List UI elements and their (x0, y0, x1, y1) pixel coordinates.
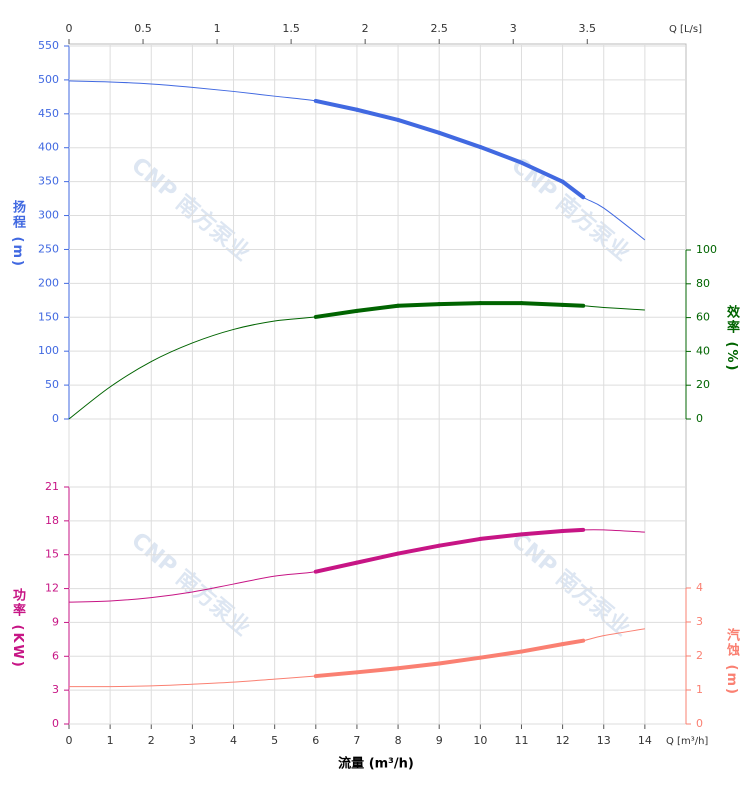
y-tick-label: 150 (38, 310, 59, 323)
x-tick-label: 10 (473, 734, 487, 747)
operating-segment (354, 303, 401, 313)
x2-tick-label: 1 (214, 22, 221, 35)
y-tick-label: 60 (696, 311, 710, 324)
y-tick-label: 3 (52, 683, 59, 696)
y-axis-title: 效率 (%) (724, 305, 739, 373)
x-tick-label: 9 (436, 734, 443, 747)
x-tick-label: 4 (230, 734, 237, 747)
operating-segment (437, 130, 483, 150)
y-tick-label: 450 (38, 107, 59, 120)
x-tick-label: 11 (514, 734, 528, 747)
x2-tick-label: 0.5 (134, 22, 152, 35)
y-tick-label: 40 (696, 344, 710, 357)
operating-segment (313, 308, 359, 319)
y-tick-label: 21 (45, 480, 59, 493)
y-tick-label: 200 (38, 276, 59, 289)
operating-segment (560, 638, 586, 647)
x-tick-label: 8 (395, 734, 402, 747)
x-tick-label: 14 (638, 734, 652, 747)
operating-segment (396, 543, 442, 556)
y-tick-label: 20 (696, 378, 710, 391)
operating-segment (478, 532, 524, 541)
x-axis-title: 流量 (m³/h) (338, 756, 414, 772)
x-tick-label: 7 (353, 734, 360, 747)
y-tick-label: 6 (52, 649, 59, 662)
y-tick-label: 100 (38, 344, 59, 357)
operating-segment (354, 666, 401, 675)
y-tick-label: 0 (52, 412, 59, 425)
y-axis-title: 扬程 (m) (10, 200, 25, 268)
y-tick-label: 18 (45, 514, 59, 527)
operating-segment (437, 655, 483, 666)
y-tick-label: 300 (38, 209, 59, 222)
y-axis-title: 功率 (KW) (10, 588, 25, 669)
x2-tick-label: 1.5 (282, 22, 300, 35)
operating-segment (313, 560, 359, 574)
x-tick-label: 5 (271, 734, 278, 747)
x2-tick-label: 3.5 (579, 22, 597, 35)
x-tick-label: 6 (312, 734, 319, 747)
x2-tick-label: 2 (362, 22, 369, 35)
y-tick-label: 15 (45, 548, 59, 561)
operating-segment (313, 98, 359, 112)
y-tick-label: 2 (696, 649, 703, 662)
x2-tick-label: 0 (66, 22, 73, 35)
operating-segment (478, 649, 524, 660)
operating-segment (354, 551, 401, 565)
y-tick-label: 80 (696, 277, 710, 290)
y-tick-label: 0 (696, 412, 703, 425)
y-axis-title: 汽蚀 (m) (724, 628, 739, 696)
y-tick-label: 3 (696, 615, 703, 628)
y-tick-label: 0 (696, 717, 703, 730)
y-tick-label: 1 (696, 683, 703, 696)
x-unit-label: Q [m³/h] (666, 736, 708, 747)
y-tick-label: 4 (696, 581, 703, 594)
x2-tick-label: 2.5 (430, 22, 448, 35)
operating-segment (396, 117, 442, 135)
y-tick-label: 12 (45, 582, 59, 595)
y-tick-label: 250 (38, 242, 59, 255)
x-tick-label: 3 (189, 734, 196, 747)
operating-segment (396, 302, 442, 308)
y-tick-label: 50 (45, 378, 59, 391)
x-tick-label: 0 (66, 734, 73, 747)
operating-segment (478, 145, 524, 165)
y-tick-label: 400 (38, 141, 59, 154)
operating-segment (560, 302, 586, 308)
y-tick-label: 9 (52, 615, 59, 628)
y-tick-label: 100 (696, 243, 717, 256)
y-tick-label: 550 (38, 39, 59, 52)
operating-segment (313, 670, 359, 679)
operating-segment (437, 536, 483, 548)
operating-segment (519, 642, 565, 654)
watermark: CNP 南方泵业 (506, 527, 635, 641)
x2-unit-label: Q [L/s] (669, 24, 702, 35)
operating-segment (560, 527, 586, 534)
y-tick-label: 500 (38, 73, 59, 86)
y-tick-label: 350 (38, 175, 59, 188)
watermark: CNP 南方泵业 (126, 527, 255, 641)
x2-tick-label: 3 (510, 22, 517, 35)
operating-segment (560, 179, 586, 200)
y-tick-label: 0 (52, 717, 59, 730)
operating-segment (519, 160, 565, 184)
x-tick-label: 2 (148, 734, 155, 747)
x-tick-label: 12 (556, 734, 570, 747)
operating-segment (519, 529, 565, 537)
operating-segment (354, 107, 401, 122)
operating-segment (437, 301, 483, 307)
operating-segment (396, 661, 442, 671)
x-tick-label: 1 (107, 734, 114, 747)
operating-segment (519, 301, 565, 307)
x-tick-label: 13 (597, 734, 611, 747)
